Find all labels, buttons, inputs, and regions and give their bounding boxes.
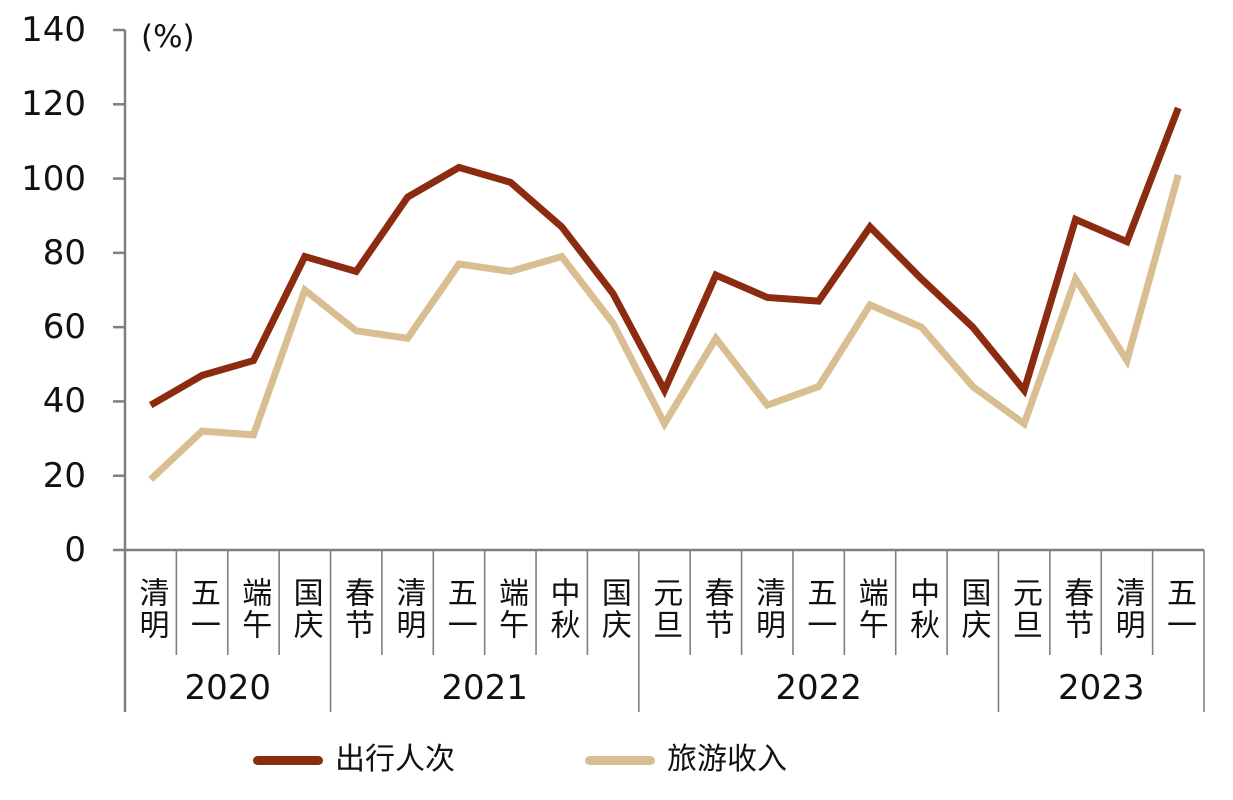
y-axis-tick-label: 140 — [21, 10, 86, 50]
series-line-0 — [148, 106, 1182, 409]
x-axis-category-label: 清明 — [133, 577, 169, 641]
x-axis-category-label: 元旦 — [1006, 577, 1042, 641]
x-axis-category-label: 国庆 — [287, 577, 323, 641]
x-axis-year-label: 2023 — [1057, 668, 1145, 708]
x-axis-category-label: 五一 — [801, 577, 837, 641]
x-axis-category-label: 国庆 — [595, 577, 631, 641]
x-axis-category-label: 春节 — [1058, 577, 1094, 641]
x-axis-category-label: 清明 — [390, 577, 426, 641]
x-axis-year-label: 2020 — [184, 668, 272, 708]
x-axis-category-label: 国庆 — [955, 577, 991, 641]
x-axis-category-label: 五一 — [1161, 577, 1197, 641]
legend-label: 出行人次 — [335, 742, 455, 777]
x-axis-category-label: 中秋 — [904, 577, 940, 641]
x-axis-category-label: 端午 — [493, 577, 529, 641]
y-axis-tick-label: 120 — [21, 84, 86, 125]
legend-label: 旅游收入 — [667, 742, 787, 777]
x-axis-category-label: 五一 — [184, 577, 220, 641]
y-axis-unit-label: (%) — [141, 19, 195, 55]
y-axis-tick-label: 0 — [64, 530, 86, 570]
y-axis-tick-label: 40 — [42, 381, 86, 422]
x-axis-category-label: 清明 — [1109, 577, 1145, 641]
legend-line-swatch — [585, 755, 655, 765]
legend-line-swatch — [253, 755, 323, 765]
x-axis-category-label: 中秋 — [544, 577, 580, 641]
legend-item-1: 旅游收入 — [585, 742, 787, 778]
legend-item-0: 出行人次 — [253, 742, 455, 778]
x-axis-category-label: 春节 — [338, 577, 374, 641]
series-line-1 — [148, 173, 1182, 482]
x-axis-category-label: 端午 — [852, 577, 888, 641]
x-axis-category-label: 端午 — [236, 577, 272, 641]
x-axis-year-label: 2022 — [775, 668, 862, 708]
x-axis-category-label: 春节 — [698, 577, 734, 641]
x-axis-category-label: 五一 — [441, 577, 477, 641]
y-axis-tick-label: 80 — [42, 232, 86, 273]
y-axis-tick-label: 60 — [42, 307, 86, 348]
y-axis-tick-label: 20 — [42, 455, 86, 496]
y-axis-tick-label: 100 — [21, 158, 86, 199]
x-axis-year-label: 2021 — [441, 668, 528, 708]
x-axis-category-label: 清明 — [750, 577, 785, 641]
x-axis-category-label: 元旦 — [647, 577, 683, 641]
